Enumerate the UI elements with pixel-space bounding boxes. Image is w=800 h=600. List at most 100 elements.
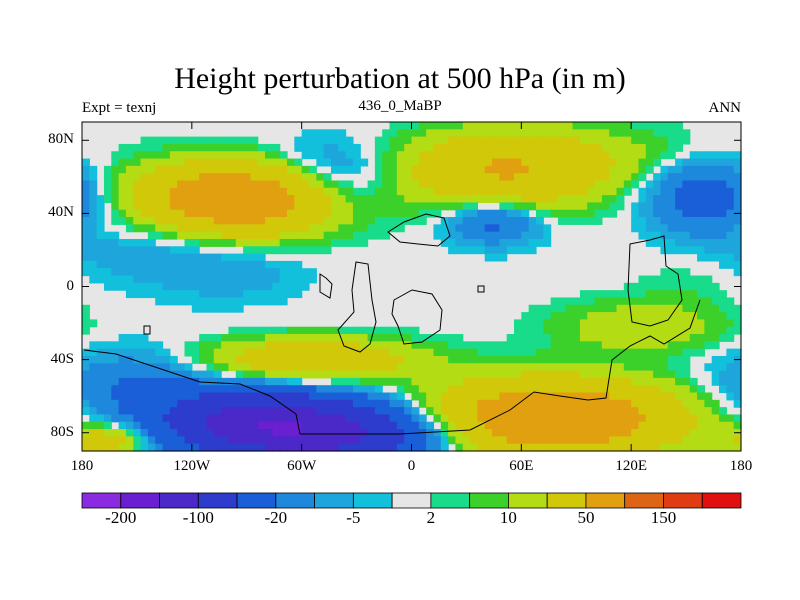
field-cell [221,224,230,233]
field-cell [455,165,464,174]
field-cell [440,129,449,138]
field-cell [587,195,596,204]
field-cell [316,385,325,394]
field-cell [543,195,552,204]
field-cell [411,158,420,167]
field-cell [572,151,581,160]
field-cell [550,348,559,357]
field-cell [330,363,339,372]
field-cell [579,319,588,328]
field-cell [147,363,156,372]
field-cell [616,370,625,379]
field-cell [645,377,654,386]
field-cell [352,143,361,152]
field-cell [682,195,691,204]
field-cell [733,231,742,240]
field-cell [272,421,281,430]
field-cell [235,195,244,204]
field-cell [360,187,369,196]
field-cell [191,187,200,196]
field-cell [272,165,281,174]
field-cell [726,224,735,233]
field-cell [82,363,90,372]
field-cell [177,429,186,437]
field-cell [352,195,361,204]
field-cell [601,195,610,204]
field-cell [470,202,478,211]
field-cell [191,202,200,211]
field-cell [579,173,588,182]
field-cell [550,136,559,145]
field-cell [162,180,171,189]
field-cell [360,414,369,423]
field-cell [316,421,325,430]
field-cell [689,348,698,357]
field-cell [265,326,273,335]
field-cell [294,348,303,357]
field-cell [396,370,405,379]
field-cell [206,187,215,196]
field-cell [396,414,405,423]
field-cell [601,173,610,182]
field-cell [521,180,530,189]
field-cell [199,202,208,211]
field-cell [213,173,222,182]
field-cell [455,407,464,416]
field-cell [389,421,398,430]
field-cell [653,443,662,452]
field-cell [440,436,449,445]
field-cell [243,180,252,189]
field-cell [118,341,127,350]
field-cell [96,217,105,225]
field-cell [477,363,486,372]
field-cell [404,151,413,160]
field-cell [587,180,596,189]
field-cell [733,414,742,423]
field-cell [601,414,610,423]
field-cell [499,195,508,204]
field-cell [162,187,171,196]
field-cell [426,334,435,342]
field-cell [330,421,339,430]
field-cell [477,195,486,204]
field-cell [426,151,435,160]
field-cell [572,355,581,364]
field-cell [169,282,178,291]
field-cell [265,414,273,423]
field-cell [155,275,164,284]
field-cell [140,414,149,423]
field-cell [96,443,105,452]
field-cell [675,224,684,233]
field-cell [557,158,566,167]
field-cell [294,224,303,233]
field-cell [521,195,530,204]
field-cell [645,290,654,299]
field-cell [697,334,705,342]
field-cell [638,385,647,394]
field-cell [477,355,486,364]
field-cell [213,217,222,225]
field-cell [243,421,252,430]
field-cell [272,290,281,299]
field-cell [301,217,310,225]
field-cell [462,231,471,240]
field-cell [228,136,237,145]
field-cell [609,173,618,182]
field-cell [470,246,478,255]
field-cell [89,195,98,204]
field-cell [265,355,273,364]
field-cell [301,341,310,350]
field-cell [631,377,640,386]
field-cell [228,268,237,277]
field-cell [455,421,464,430]
field-cell [155,392,164,401]
field-cell [140,238,149,247]
field-cell [689,290,698,299]
field-cell [89,224,98,233]
field-cell [631,436,640,445]
field-cell [330,195,339,204]
field-cell [213,151,222,160]
field-cell [155,297,164,306]
field-cell [250,165,259,174]
field-cell [287,173,295,182]
